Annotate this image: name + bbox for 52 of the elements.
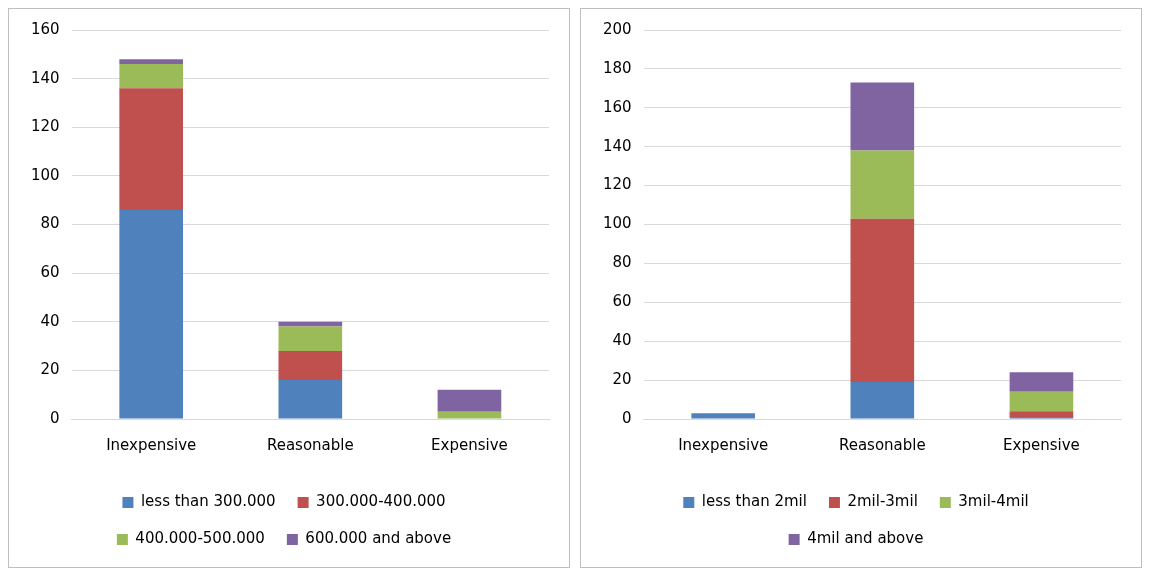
y-tick-label: 40 <box>612 331 632 350</box>
bar <box>119 88 184 210</box>
legend-label: less than 2mil <box>701 492 807 511</box>
x-tick-label: Reasonable <box>266 435 354 454</box>
y-tick-label: 140 <box>30 68 60 87</box>
bar <box>119 209 184 419</box>
y-tick-label: 200 <box>602 19 632 38</box>
bar <box>691 413 756 419</box>
legend-label: less than 300.000 <box>140 492 276 511</box>
bar <box>278 380 343 419</box>
y-tick-label: 60 <box>40 263 60 282</box>
bar <box>850 382 915 419</box>
y-tick-label: 0 <box>50 408 60 427</box>
x-tick-label: Reasonable <box>838 435 926 454</box>
y-tick-label: 40 <box>40 311 60 330</box>
x-tick-label: Expensive <box>431 435 508 454</box>
legend-label: 3mil-4mil <box>958 492 1029 511</box>
bar <box>119 59 184 65</box>
y-tick-label: 20 <box>612 369 632 388</box>
y-tick-label: 160 <box>602 97 632 116</box>
legend-label: 300.000-400.000 <box>316 492 446 511</box>
legend-label: 400.000-500.000 <box>135 529 265 548</box>
y-tick-label: 100 <box>602 214 632 233</box>
bar <box>278 350 343 381</box>
legend-label: 2mil-3mil <box>847 492 918 511</box>
bar <box>850 82 915 151</box>
y-tick-label: 60 <box>612 292 632 311</box>
bar <box>1009 391 1074 412</box>
bar <box>850 218 915 383</box>
bar <box>119 64 184 89</box>
legend-label: 600.000 and above <box>305 529 452 548</box>
y-tick-label: 140 <box>602 136 632 155</box>
x-tick-label: Expensive <box>1003 435 1080 454</box>
x-tick-label: Inexpensive <box>678 435 769 454</box>
bar <box>850 150 915 219</box>
bar <box>437 411 502 419</box>
y-tick-label: 180 <box>602 58 632 77</box>
bar <box>278 321 343 327</box>
bar <box>437 389 502 412</box>
bar <box>1009 411 1074 418</box>
y-tick-label: 20 <box>40 360 60 379</box>
y-tick-label: 0 <box>622 408 632 427</box>
y-tick-label: 100 <box>30 165 60 184</box>
y-tick-label: 120 <box>30 117 60 136</box>
y-tick-label: 120 <box>602 175 632 194</box>
legend-label: 4mil and above <box>807 529 924 548</box>
bar <box>278 326 343 351</box>
y-tick-label: 80 <box>612 253 632 272</box>
bar <box>1009 372 1074 392</box>
y-tick-label: 160 <box>30 19 60 38</box>
x-tick-label: Inexpensive <box>106 435 197 454</box>
y-tick-label: 80 <box>40 214 60 233</box>
